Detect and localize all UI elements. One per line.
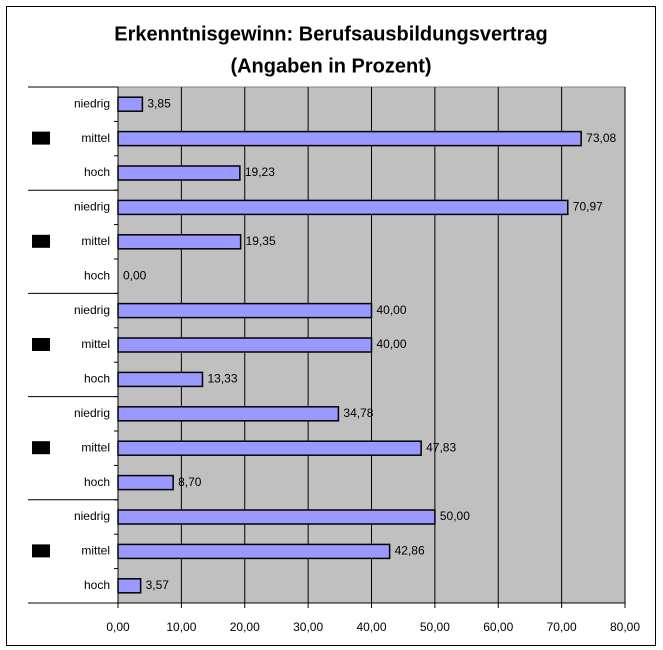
group-label (32, 544, 50, 558)
bar (117, 509, 436, 525)
y-tick-label: mittel (81, 440, 110, 454)
group-label (32, 234, 50, 248)
bar (117, 371, 204, 388)
x-tick-label: 60,00 (483, 620, 513, 634)
bar (117, 543, 391, 560)
bar (117, 474, 174, 491)
y-tick-label: niedrig (74, 96, 110, 110)
bar (117, 302, 373, 319)
data-label: 50,00 (440, 509, 470, 523)
data-label: 34,78 (343, 406, 373, 420)
x-tick-label: 40,00 (356, 620, 386, 634)
data-label: 0,00 (123, 268, 147, 282)
group-label (32, 338, 50, 351)
data-label: 8,70 (178, 475, 202, 489)
data-label: 70,97 (573, 200, 603, 214)
data-label: 73,08 (586, 131, 616, 145)
x-tick-label: 0,00 (106, 620, 130, 634)
group-label (32, 131, 50, 145)
y-tick-label: hoch (84, 475, 110, 489)
y-tick-label: hoch (84, 165, 110, 179)
chart-title: (Angaben in Prozent) (230, 55, 431, 77)
group-label (32, 441, 50, 455)
y-tick-label: niedrig (74, 200, 110, 214)
y-tick-label: mittel (81, 131, 110, 145)
y-tick-label: mittel (81, 234, 110, 248)
y-tick-label: niedrig (74, 509, 110, 523)
bar (117, 234, 242, 250)
x-tick-label: 30,00 (293, 620, 323, 634)
bar (117, 96, 144, 112)
y-tick-label: hoch (84, 372, 110, 386)
data-label: 19,35 (246, 234, 276, 248)
bar (117, 337, 373, 353)
y-tick-label: hoch (84, 268, 110, 282)
x-tick-label: 10,00 (166, 620, 196, 634)
bar (117, 165, 241, 181)
y-tick-label: hoch (84, 578, 110, 592)
x-tick-label: 70,00 (547, 620, 577, 634)
data-label: 3,57 (146, 578, 170, 592)
x-tick-label: 80,00 (610, 620, 640, 634)
y-tick-label: niedrig (74, 406, 110, 420)
y-tick-label: mittel (81, 337, 110, 351)
data-label: 47,83 (426, 440, 456, 454)
bar (117, 406, 340, 422)
x-tick-label: 50,00 (420, 620, 450, 634)
data-label: 40,00 (377, 337, 407, 351)
x-tick-label: 20,00 (230, 620, 260, 634)
data-label: 13,33 (207, 372, 237, 386)
data-label: 42,86 (395, 544, 425, 558)
bar (117, 199, 569, 216)
data-label: 3,85 (147, 96, 171, 110)
bar (117, 578, 142, 594)
chart-title: Erkenntnisgewinn: Berufsausbildungsvertr… (114, 23, 547, 45)
bar (117, 130, 582, 147)
y-tick-label: niedrig (74, 303, 110, 317)
y-tick-label: mittel (81, 544, 110, 558)
bar (117, 440, 422, 456)
data-label: 40,00 (377, 303, 407, 317)
data-label: 19,23 (245, 165, 275, 179)
